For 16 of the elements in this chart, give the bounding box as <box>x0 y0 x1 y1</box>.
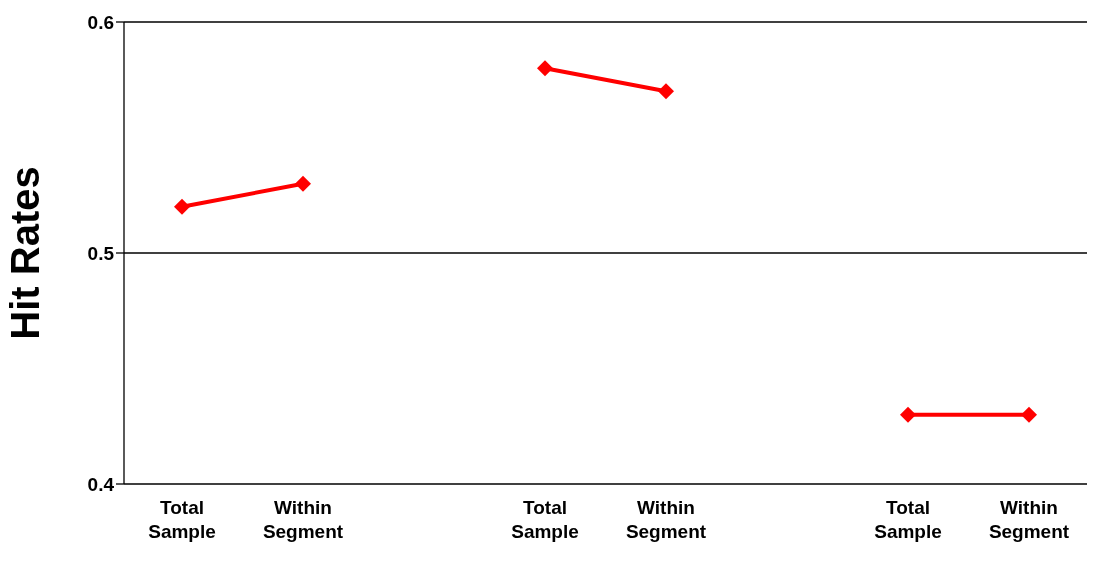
y-tick-label: 0.6 <box>87 11 114 33</box>
point <box>658 83 674 100</box>
x-tick-label: Within Segment <box>988 497 1070 542</box>
point <box>537 60 553 77</box>
point <box>1021 406 1037 423</box>
x-tick-label: Total Sample <box>148 497 216 542</box>
y-tick-label: 0.5 <box>87 242 115 264</box>
y-axis-title: Hit Rates <box>3 166 48 340</box>
x-tick-label: Total Sample <box>874 497 942 542</box>
point <box>295 175 311 192</box>
x-tick-label: Within Segment <box>262 497 344 542</box>
x-tick-label: Within Segment <box>625 497 707 542</box>
x-tick-label: Total Sample <box>511 497 579 542</box>
point <box>900 406 916 423</box>
point <box>174 198 190 215</box>
y-tick-label: 0.4 <box>87 473 115 495</box>
